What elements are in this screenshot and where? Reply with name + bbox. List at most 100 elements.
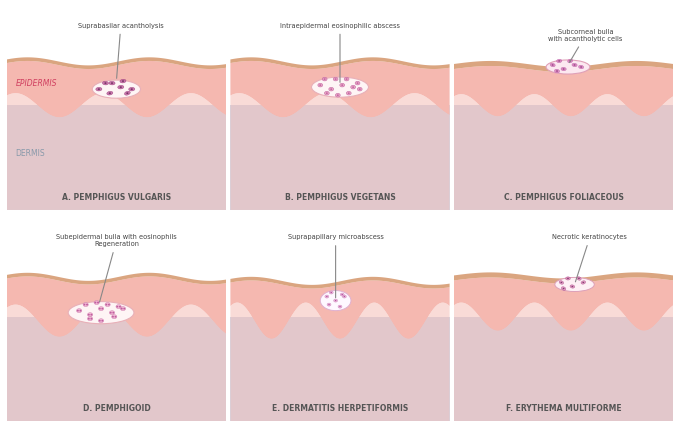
Ellipse shape xyxy=(107,91,113,95)
Ellipse shape xyxy=(556,71,558,72)
Ellipse shape xyxy=(328,304,330,305)
Text: Suprabasilar acantholysis: Suprabasilar acantholysis xyxy=(78,23,164,78)
Ellipse shape xyxy=(88,316,92,321)
Polygon shape xyxy=(7,273,226,285)
Ellipse shape xyxy=(324,91,329,95)
Text: E. DERMATITIS HERPETIFORMIS: E. DERMATITIS HERPETIFORMIS xyxy=(272,404,408,413)
Ellipse shape xyxy=(90,314,92,316)
Ellipse shape xyxy=(324,78,326,80)
Ellipse shape xyxy=(330,292,332,293)
Ellipse shape xyxy=(341,84,343,86)
Ellipse shape xyxy=(343,295,346,298)
Polygon shape xyxy=(231,280,449,339)
Ellipse shape xyxy=(80,310,82,312)
Ellipse shape xyxy=(311,77,369,97)
Polygon shape xyxy=(231,57,449,69)
Ellipse shape xyxy=(90,318,92,319)
Ellipse shape xyxy=(335,93,340,97)
Ellipse shape xyxy=(561,67,566,71)
Ellipse shape xyxy=(546,60,590,74)
Polygon shape xyxy=(454,303,673,421)
Ellipse shape xyxy=(98,88,100,90)
Polygon shape xyxy=(454,61,673,72)
Ellipse shape xyxy=(320,84,321,86)
Ellipse shape xyxy=(94,301,99,304)
Ellipse shape xyxy=(578,278,580,279)
Ellipse shape xyxy=(566,277,571,280)
Ellipse shape xyxy=(120,307,126,310)
Ellipse shape xyxy=(577,276,581,280)
Ellipse shape xyxy=(337,94,339,96)
Ellipse shape xyxy=(338,305,342,308)
Ellipse shape xyxy=(99,319,103,323)
Ellipse shape xyxy=(356,82,358,84)
Ellipse shape xyxy=(103,81,109,85)
Ellipse shape xyxy=(77,309,82,313)
Text: Intraepidermal eosinophilic abscess: Intraepidermal eosinophilic abscess xyxy=(280,23,400,82)
Ellipse shape xyxy=(568,59,573,63)
Ellipse shape xyxy=(92,80,141,98)
Ellipse shape xyxy=(88,318,90,319)
Ellipse shape xyxy=(129,87,135,91)
Ellipse shape xyxy=(322,77,327,81)
Ellipse shape xyxy=(329,87,334,91)
Ellipse shape xyxy=(116,306,118,307)
Ellipse shape xyxy=(114,316,116,318)
FancyBboxPatch shape xyxy=(231,9,449,105)
Ellipse shape xyxy=(112,315,117,319)
FancyBboxPatch shape xyxy=(231,220,449,316)
Text: EPIDERMIS: EPIDERMIS xyxy=(16,79,57,88)
Ellipse shape xyxy=(126,92,129,94)
Ellipse shape xyxy=(88,313,92,316)
Ellipse shape xyxy=(68,301,134,324)
Ellipse shape xyxy=(318,83,323,87)
Ellipse shape xyxy=(326,92,328,94)
FancyBboxPatch shape xyxy=(454,220,673,316)
FancyBboxPatch shape xyxy=(7,105,226,210)
Ellipse shape xyxy=(557,59,562,63)
Polygon shape xyxy=(231,277,449,289)
Ellipse shape xyxy=(352,86,354,88)
Ellipse shape xyxy=(329,291,333,294)
Ellipse shape xyxy=(99,307,103,310)
Ellipse shape xyxy=(345,78,347,80)
Polygon shape xyxy=(231,61,449,117)
Ellipse shape xyxy=(560,282,562,283)
Ellipse shape xyxy=(88,314,90,316)
Ellipse shape xyxy=(120,308,122,310)
Polygon shape xyxy=(454,277,673,331)
FancyBboxPatch shape xyxy=(454,9,673,105)
FancyBboxPatch shape xyxy=(7,316,226,421)
Ellipse shape xyxy=(550,63,555,67)
Ellipse shape xyxy=(567,278,569,279)
Ellipse shape xyxy=(123,308,125,310)
Ellipse shape xyxy=(334,299,337,302)
Ellipse shape xyxy=(96,87,102,91)
Ellipse shape xyxy=(83,303,88,307)
Text: Suprapapillary microabscess: Suprapapillary microabscess xyxy=(288,234,384,298)
Ellipse shape xyxy=(118,85,124,89)
Ellipse shape xyxy=(570,285,575,288)
Ellipse shape xyxy=(119,306,121,307)
Ellipse shape xyxy=(101,308,103,310)
Ellipse shape xyxy=(335,300,337,301)
Ellipse shape xyxy=(563,288,564,289)
Ellipse shape xyxy=(326,296,328,297)
Ellipse shape xyxy=(359,88,360,90)
Ellipse shape xyxy=(335,78,337,80)
Polygon shape xyxy=(454,272,673,283)
Ellipse shape xyxy=(327,303,331,306)
Ellipse shape xyxy=(120,86,122,88)
Ellipse shape xyxy=(124,91,131,95)
Ellipse shape xyxy=(347,92,350,94)
Ellipse shape xyxy=(111,82,113,84)
Ellipse shape xyxy=(558,60,560,61)
Ellipse shape xyxy=(583,282,584,283)
Ellipse shape xyxy=(84,304,86,305)
Ellipse shape xyxy=(99,308,101,310)
FancyBboxPatch shape xyxy=(454,105,673,210)
Ellipse shape xyxy=(571,286,573,287)
Ellipse shape xyxy=(325,295,329,298)
Polygon shape xyxy=(231,93,449,210)
Ellipse shape xyxy=(105,304,107,305)
